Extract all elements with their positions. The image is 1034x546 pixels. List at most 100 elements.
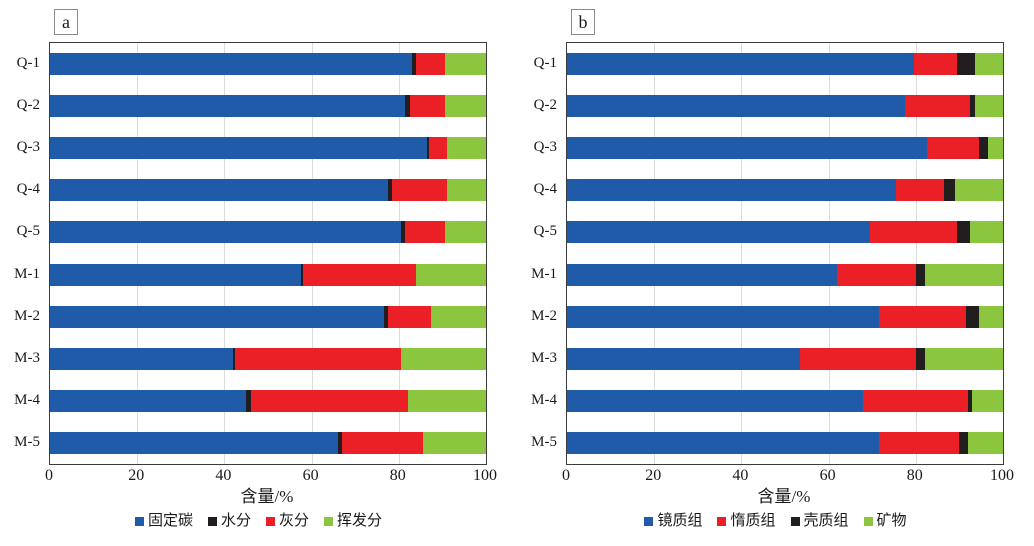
bar-segment-M-3 [233, 347, 236, 370]
bar-segment-Q-3 [427, 137, 430, 160]
legend: 固定碳 水分 灰分 挥发分 [0, 514, 517, 529]
bar-segment-Q-1 [444, 53, 486, 76]
x-tick-label-20: 20 [128, 467, 145, 484]
gridline-20 [654, 43, 656, 464]
bar-segment-Q-3 [446, 137, 486, 160]
bar-segment-M-2 [979, 305, 1003, 328]
bar-segment-Q-3 [926, 137, 979, 160]
bar-segment-Q-4 [955, 179, 1003, 202]
bar-segment-Q-4 [896, 179, 945, 202]
bar-segment-M-3 [400, 347, 486, 370]
bar-row-M-4 [50, 389, 486, 412]
x-tick-label-20: 20 [645, 467, 662, 484]
bar-segment-M-5 [422, 431, 486, 454]
category-label-M-4: M-4 [531, 391, 557, 408]
legend-swatch-icon [644, 517, 654, 526]
bar-segment-Q-3 [567, 137, 927, 160]
category-label-Q-5: Q-5 [533, 223, 557, 240]
bar-segment-Q-5 [970, 221, 1003, 244]
bar-segment-Q-5 [50, 221, 401, 244]
category-label-M-1: M-1 [531, 265, 557, 282]
bar-segment-Q-1 [567, 53, 914, 76]
bar-segment-Q-4 [446, 179, 486, 202]
bar-segment-M-1 [302, 263, 417, 286]
gridline-60 [311, 43, 313, 464]
bar-segment-M-3 [915, 347, 925, 370]
bar-segment-Q-3 [987, 137, 1003, 160]
category-label-M-2: M-2 [14, 307, 40, 324]
bar-segment-Q-1 [974, 53, 1003, 76]
bar-row-Q-4 [50, 179, 486, 202]
bar-segment-M-1 [300, 263, 303, 286]
plot-area [49, 42, 487, 465]
bar-segment-Q-3 [979, 137, 988, 160]
category-label-M-3: M-3 [531, 349, 557, 366]
bar-row-Q-5 [567, 221, 1003, 244]
bar-segment-Q-2 [904, 95, 971, 118]
bar-segment-Q-4 [392, 179, 447, 202]
category-label-Q-4: Q-4 [16, 181, 40, 198]
bar-segment-Q-2 [405, 95, 410, 118]
bar-segment-M-5 [567, 431, 879, 454]
x-tick-label-60: 60 [819, 467, 836, 484]
category-label-M-5: M-5 [531, 433, 557, 450]
legend-label: 固定碳 [147, 513, 193, 529]
bar-row-M-4 [567, 389, 1003, 412]
x-tick-label-0: 0 [45, 467, 53, 484]
chart-panel-a: a Q-1 Q-2 Q-3 Q-4 Q-5 M-1 M-2 M-3 M-4 M-5 0 20 40 60 80… [0, 9, 517, 529]
gridline-40 [741, 43, 743, 464]
legend-item: 壳质组 [790, 514, 849, 529]
bar-row-M-3 [567, 347, 1003, 370]
legend-swatch-icon [324, 517, 334, 526]
category-label-Q-1: Q-1 [533, 55, 557, 72]
bar-segment-M-3 [235, 347, 401, 370]
bar-segment-Q-1 [957, 53, 975, 76]
bar-row-M-1 [567, 263, 1003, 286]
x-tick-label-0: 0 [562, 467, 570, 484]
bar-segment-Q-1 [411, 53, 417, 76]
bar-segment-M-1 [567, 263, 838, 286]
legend-label: 灰分 [279, 513, 310, 529]
legend-item: 水分 [207, 514, 251, 529]
bar-segment-M-2 [567, 305, 879, 328]
bar-row-Q-3 [50, 137, 486, 160]
bar-segment-M-4 [250, 389, 408, 412]
legend-label: 挥发分 [337, 513, 383, 529]
bar-segment-M-2 [431, 305, 486, 328]
panel-label-b: b [571, 9, 595, 35]
bar-segment-M-4 [972, 389, 1003, 412]
bar-segment-M-3 [924, 347, 1003, 370]
bar-segment-Q-5 [405, 221, 445, 244]
legend: 镜质组 惰质组 壳质组 矿物 [517, 514, 1034, 529]
category-label-Q-3: Q-3 [16, 139, 40, 156]
bar-segment-Q-4 [50, 179, 388, 202]
category-label-M-5: M-5 [14, 433, 40, 450]
bar-row-Q-1 [50, 53, 486, 76]
legend-swatch-icon [863, 517, 873, 526]
bar-segment-M-5 [337, 431, 343, 454]
legend-item: 固定碳 [134, 513, 193, 529]
bar-row-M-2 [50, 305, 486, 328]
category-label-Q-3: Q-3 [533, 139, 557, 156]
bar-segment-M-5 [878, 431, 960, 454]
bar-segment-Q-3 [50, 137, 428, 160]
bar-row-Q-3 [567, 137, 1003, 160]
category-label-M-2: M-2 [531, 307, 557, 324]
category-label-M-3: M-3 [14, 349, 40, 366]
bar-segment-Q-2 [567, 95, 905, 118]
bar-segment-M-2 [965, 305, 979, 328]
bar-row-Q-1 [567, 53, 1003, 76]
bar-segment-M-2 [50, 305, 384, 328]
panel-label-a: a [54, 9, 78, 35]
x-tick-label-80: 80 [389, 467, 406, 484]
bar-row-Q-2 [50, 95, 486, 118]
legend-label: 惰质组 [730, 513, 776, 529]
bar-segment-Q-3 [429, 137, 447, 160]
legend-swatch-icon [207, 517, 217, 526]
gridline-40 [224, 43, 226, 464]
bar-row-M-5 [50, 431, 486, 454]
bar-segment-M-2 [383, 305, 388, 328]
x-tick-label-80: 80 [906, 467, 923, 484]
category-label-M-4: M-4 [14, 391, 40, 408]
